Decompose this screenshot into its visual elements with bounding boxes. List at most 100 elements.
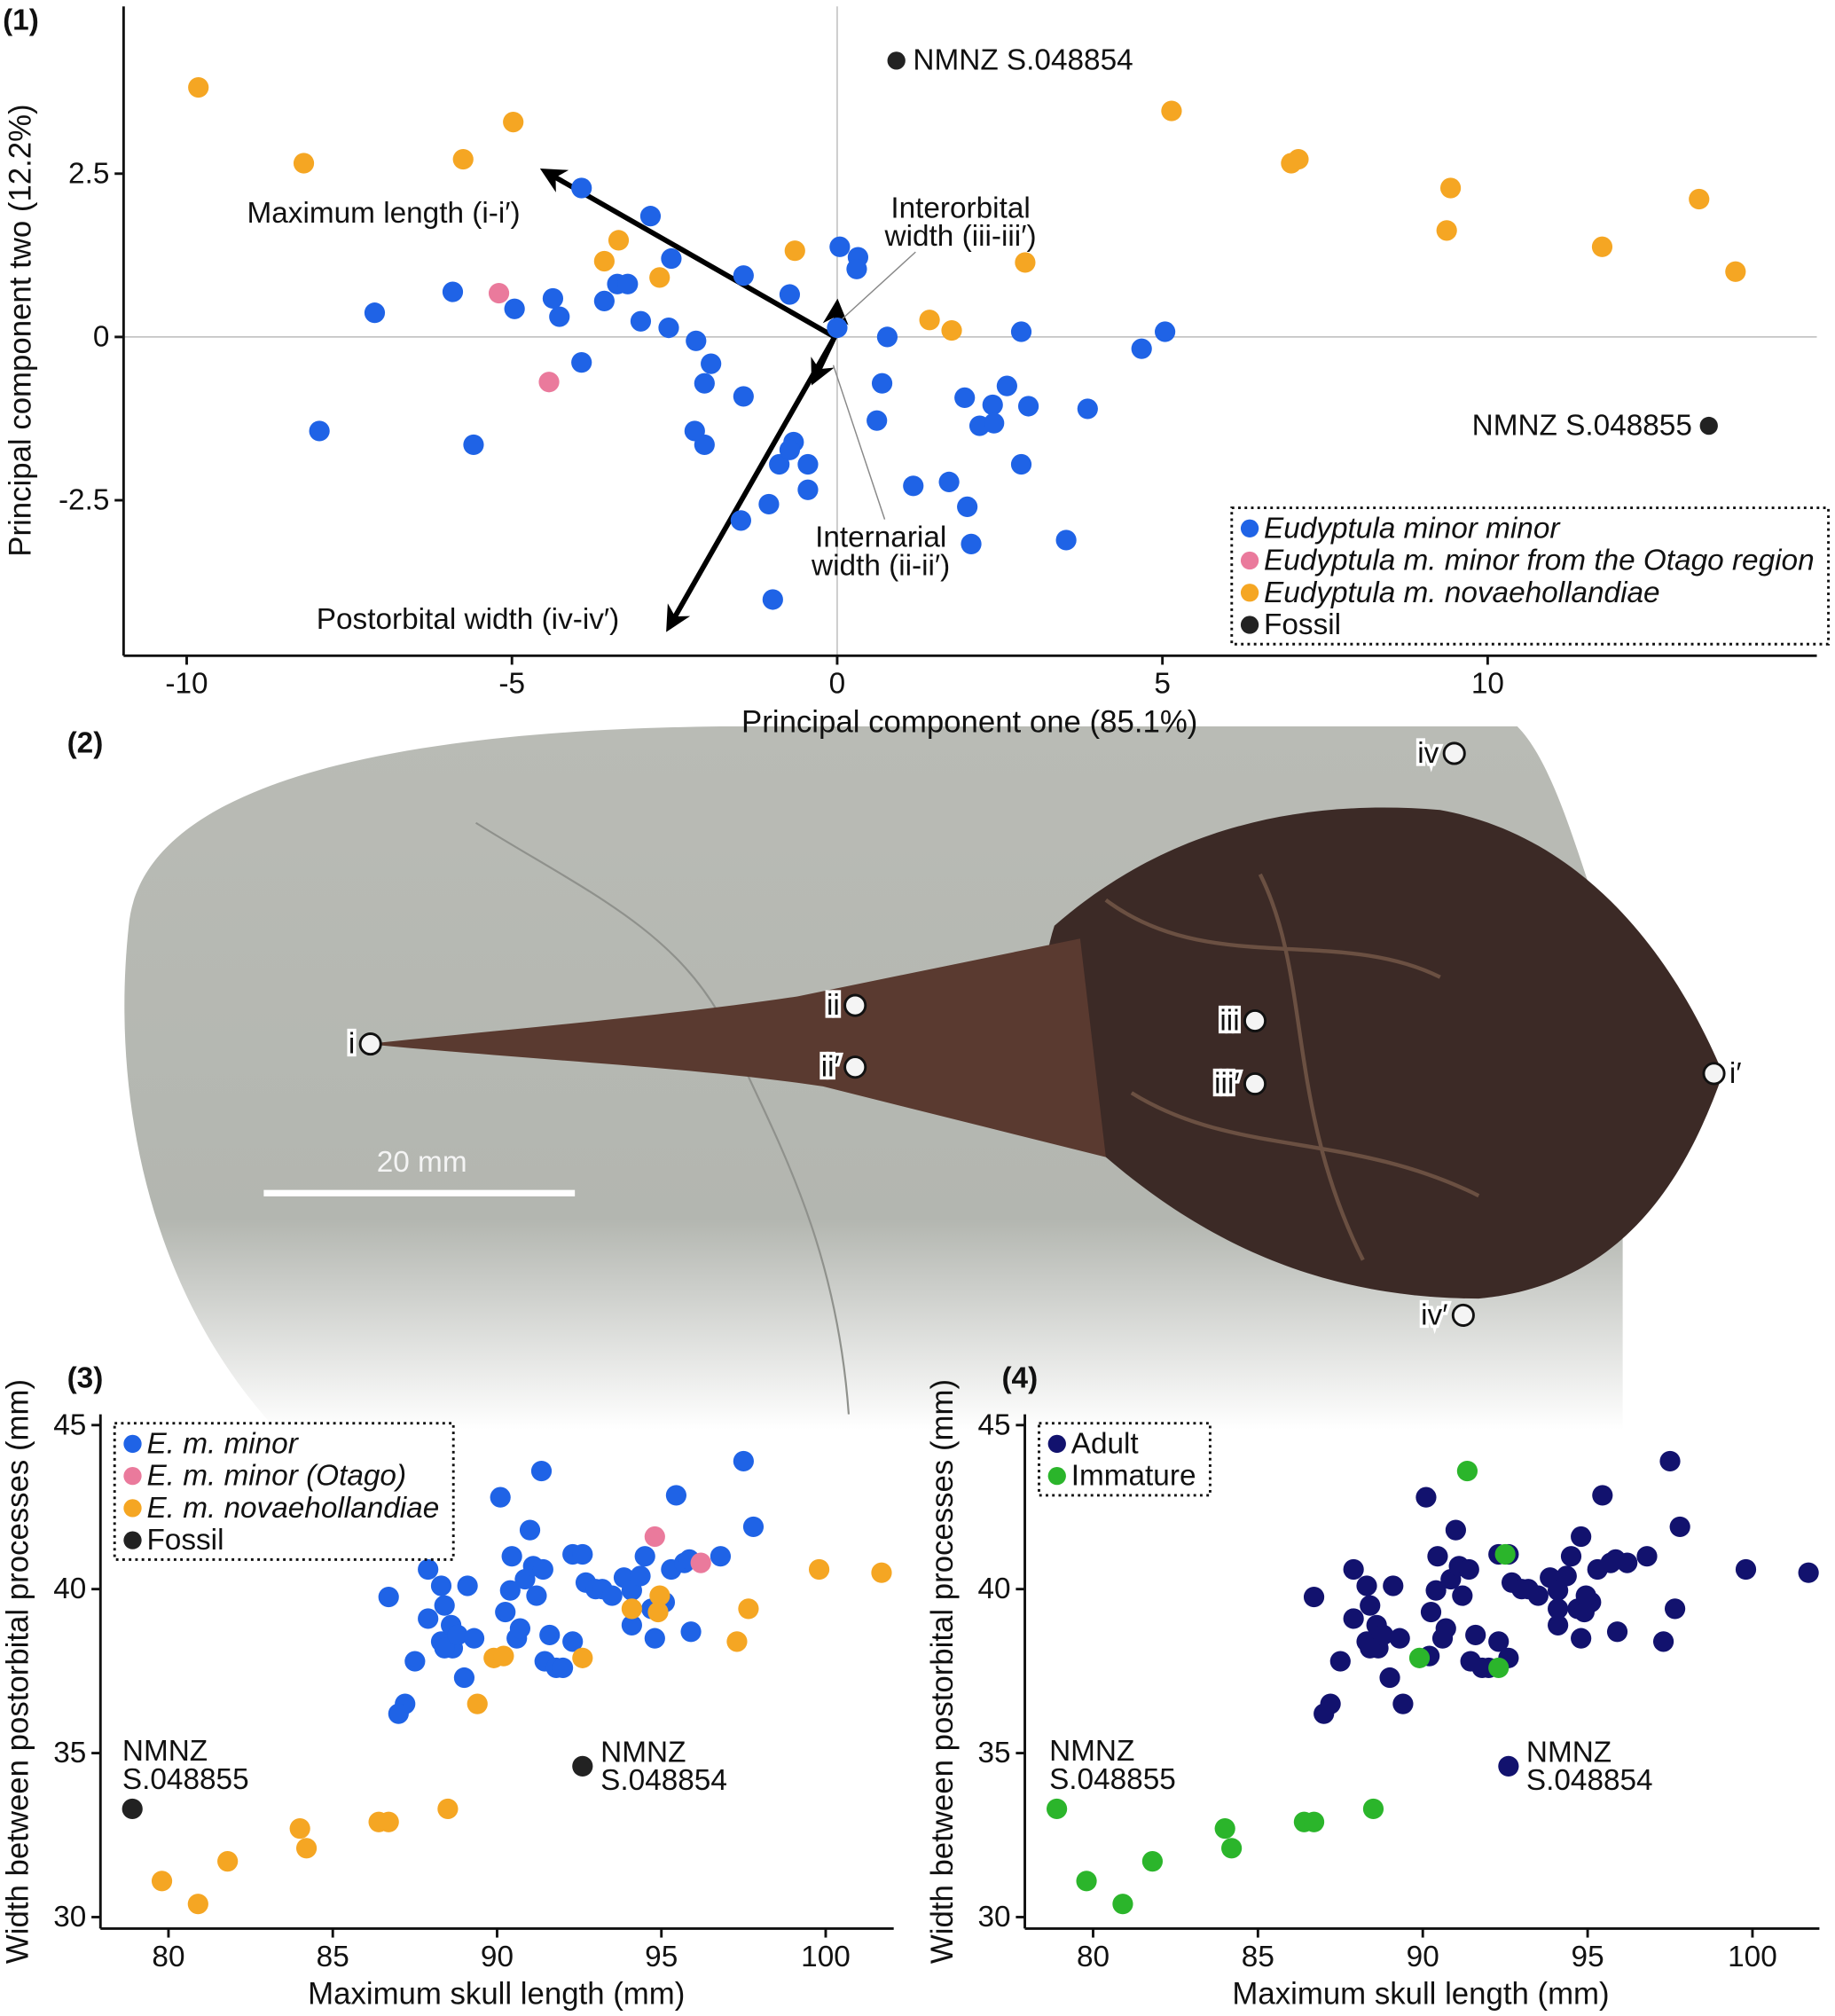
annotation: NMNZ (1049, 1735, 1134, 1768)
point (1560, 1546, 1582, 1567)
landmark-label: iv (1417, 737, 1439, 770)
point (733, 386, 754, 407)
point (867, 410, 888, 431)
point (982, 394, 1003, 416)
point (647, 1601, 669, 1623)
point (453, 1667, 475, 1689)
legend-marker (1240, 616, 1259, 634)
point (418, 1608, 439, 1629)
x-tick-label: 100 (801, 1941, 851, 1973)
point (1573, 1601, 1595, 1623)
point (1383, 1575, 1404, 1596)
point (1548, 1614, 1569, 1636)
point (552, 1657, 574, 1679)
point (779, 439, 801, 460)
point (1010, 321, 1032, 342)
legend-label: Fossil (146, 1524, 223, 1557)
point (504, 298, 525, 319)
point (1392, 1693, 1414, 1714)
point (1498, 1755, 1519, 1777)
point (388, 1703, 409, 1724)
point (726, 1631, 748, 1652)
y-tick-label: 45 (53, 1408, 86, 1441)
landmark (1243, 1071, 1267, 1096)
point (1329, 1651, 1351, 1672)
point (701, 353, 722, 374)
point (1617, 1552, 1638, 1573)
point (617, 273, 639, 294)
point (1131, 338, 1152, 359)
legend-box (113, 1422, 455, 1561)
point (639, 206, 662, 227)
y-tick-label: 30 (978, 1901, 1011, 1934)
point (1488, 1631, 1510, 1652)
point (1161, 100, 1182, 122)
point (457, 1575, 478, 1596)
point (658, 317, 679, 339)
chart: -10 -5 0 5 10 -2.5 0 2.5 Principal component one… (3, 4, 1831, 740)
y-tick-label: 40 (978, 1573, 1011, 1605)
loading-label: Maximum length (i-i′) (247, 197, 521, 230)
point (1362, 1798, 1384, 1820)
point (493, 1645, 514, 1667)
point (418, 1558, 439, 1581)
point (630, 1565, 651, 1587)
point (876, 326, 898, 348)
x-axis-label: Principal component one (85.1%) (741, 706, 1197, 740)
x-tick-label: 10 (1471, 668, 1504, 701)
point (1735, 1558, 1757, 1581)
x-tick-label: 80 (1077, 1941, 1110, 1973)
y-tick-label: 35 (978, 1737, 1011, 1769)
point (690, 1552, 711, 1573)
point (621, 1614, 642, 1636)
point (630, 310, 652, 332)
point (1303, 1811, 1325, 1832)
point (1548, 1598, 1569, 1620)
point (593, 290, 615, 311)
point (549, 306, 570, 327)
point (1015, 252, 1036, 273)
point (984, 412, 1005, 434)
point (710, 1546, 732, 1567)
point (1435, 1618, 1456, 1639)
point (1427, 1546, 1448, 1567)
x-tick-label: 90 (1407, 1941, 1439, 1973)
panel-label: (4) (1001, 1361, 1038, 1394)
landmark-label: i (349, 1028, 355, 1061)
point (644, 1526, 665, 1548)
point (938, 471, 960, 492)
point (509, 1618, 531, 1639)
y-tick-label: -2.5 (59, 484, 109, 517)
point (1303, 1586, 1325, 1608)
point (1360, 1637, 1381, 1659)
annotation: NMNZ (1526, 1736, 1612, 1769)
point (571, 352, 592, 373)
y-tick-label: 2.5 (68, 157, 109, 190)
point (961, 533, 982, 554)
point (1494, 1543, 1516, 1565)
point (404, 1651, 426, 1672)
skull-bill (366, 938, 1106, 1157)
point (490, 1487, 511, 1508)
point (452, 148, 474, 170)
point (1214, 1818, 1235, 1840)
point (601, 1585, 623, 1606)
point (572, 1647, 593, 1668)
point (1465, 1624, 1486, 1646)
legend-marker (1240, 584, 1259, 602)
point (217, 1851, 239, 1872)
legend-label: E. m. minor (Otago) (146, 1460, 406, 1493)
point (1458, 1558, 1479, 1581)
point (289, 1818, 310, 1840)
point (1343, 1558, 1364, 1581)
landmark-label: iii′ (1214, 1068, 1239, 1101)
point (1659, 1450, 1681, 1472)
y-tick-label: 30 (53, 1901, 86, 1934)
point (769, 453, 790, 475)
point (572, 1755, 593, 1777)
point (503, 112, 524, 133)
point (1373, 1624, 1394, 1646)
